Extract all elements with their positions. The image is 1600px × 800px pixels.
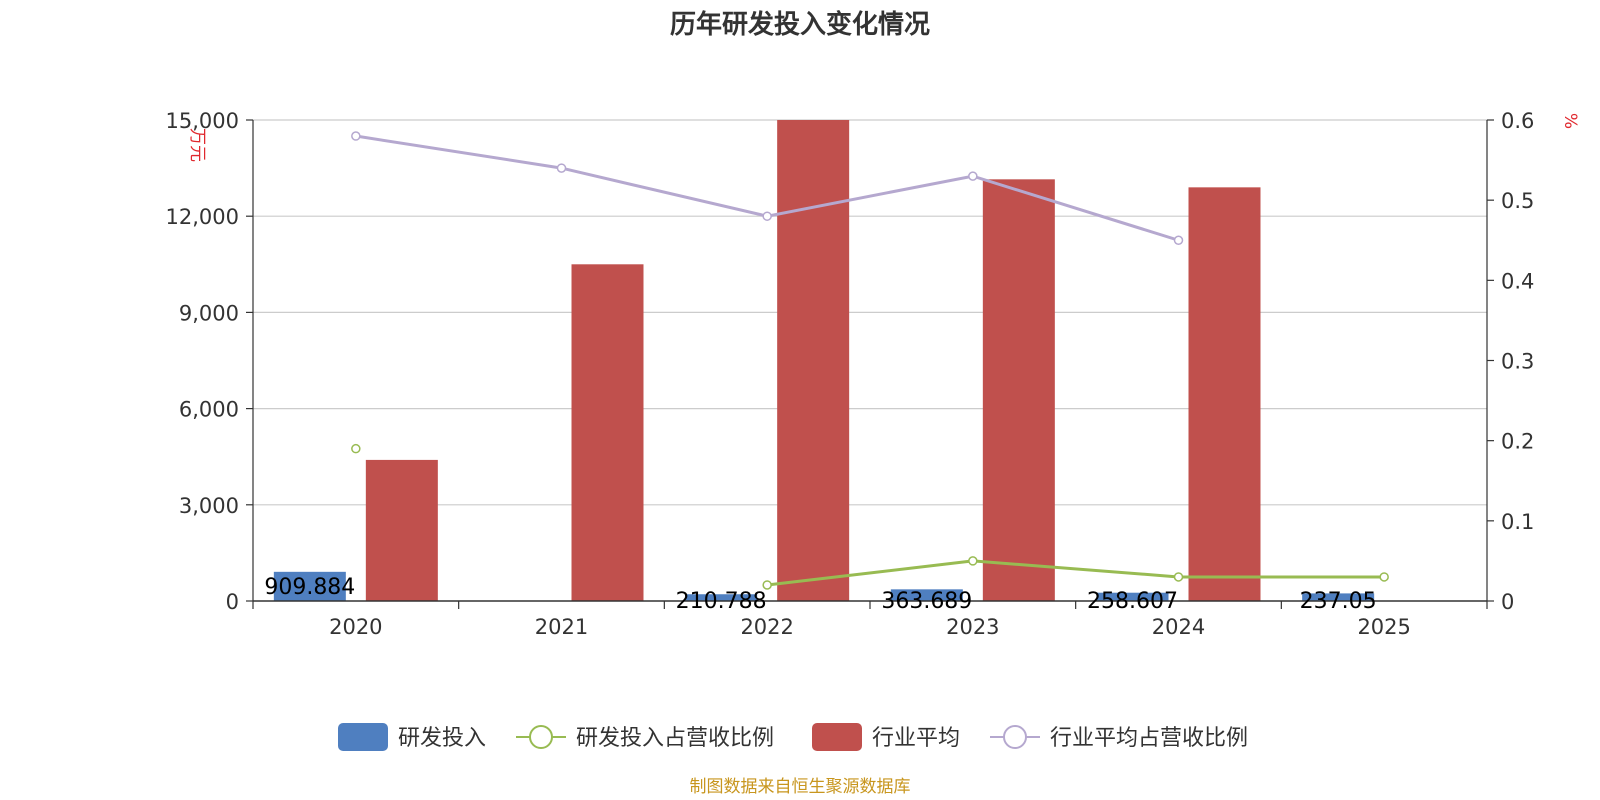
- series-point-3-2021: [556, 163, 567, 173]
- right-tick-label: 0.5: [1501, 189, 1534, 213]
- left-tick-label: 15,000: [166, 109, 239, 133]
- x-tick-label: 2022: [740, 615, 793, 639]
- legend-swatch-marker-1: [529, 725, 553, 749]
- legend-label-1: 研发投入占营收比例: [576, 726, 774, 751]
- left-tick-label: 0: [226, 590, 239, 614]
- legend: 研发投入 研发投入占营收比例 行业平均 行业平均占营收比例: [338, 723, 1248, 751]
- bar-bar-0-2020: [273, 571, 346, 601]
- right-tick-label: 0: [1501, 590, 1514, 614]
- right-tick-label: 0.3: [1501, 350, 1534, 374]
- left-tick-label: 3,000: [179, 494, 239, 518]
- series-point-3-2022: [762, 211, 772, 221]
- bar-bar-2-2022: [777, 120, 850, 601]
- series-point-1-2023: [968, 556, 978, 566]
- bar-bar-0-2025: [1302, 593, 1375, 601]
- series-point-1-2022: [762, 580, 772, 590]
- bar-bar-0-2024: [1096, 592, 1169, 601]
- chart-title: 历年研发投入变化情况: [670, 9, 930, 40]
- bar-bar-0-2022: [685, 594, 758, 601]
- right-tick-label: 0.2: [1501, 430, 1534, 454]
- bar-bar-0-2023: [890, 589, 963, 601]
- data-label-2023: 363.689: [881, 589, 972, 614]
- series-point-3-2024: [1173, 235, 1184, 245]
- series-point-3-2023: [968, 171, 978, 181]
- right-axis-ticks: 0 0.1 0.2 0.3 0.4 0.5 0.6: [1486, 109, 1534, 614]
- series-line-1: [766, 559, 1385, 587]
- legend-swatch-marker-3: [1003, 725, 1027, 749]
- right-tick-label: 0.4: [1501, 269, 1534, 293]
- left-axis-ticks: 0 3,000 6,000 9,000 12,000 15,000: [166, 109, 254, 614]
- x-tick-label: 2024: [1152, 615, 1205, 639]
- data-source: 制图数据来自恒生聚源数据库: [690, 777, 911, 797]
- bar-bar-2-2021: [571, 264, 644, 601]
- bar-bar-2-2020: [365, 459, 438, 601]
- bars: [273, 120, 1375, 601]
- right-axis-unit: %: [1560, 113, 1580, 129]
- right-tick-label: 0.1: [1501, 510, 1534, 534]
- x-tick-label: 2023: [946, 615, 999, 639]
- left-tick-label: 12,000: [166, 205, 239, 229]
- bar-bar-2-2023: [982, 179, 1055, 601]
- x-tick-label: 2020: [329, 615, 382, 639]
- series-point-1-2020: [351, 443, 361, 454]
- left-axis-unit: 万元: [187, 128, 207, 162]
- x-tick-label: 2025: [1357, 615, 1410, 639]
- left-tick-label: 9,000: [179, 301, 239, 325]
- data-label-2022: 210.788: [676, 589, 767, 614]
- grid-lines: [253, 119, 1487, 506]
- legend-label-3: 行业平均占营收比例: [1050, 726, 1248, 751]
- bar-bar-2-2024: [1188, 187, 1261, 601]
- series-point-1-2025: [1379, 572, 1389, 582]
- data-label-2025: 237.05: [1300, 589, 1377, 614]
- x-tick-label: 2021: [535, 615, 588, 639]
- series-point-1-2024: [1173, 572, 1184, 582]
- legend-swatch-0: [338, 723, 388, 751]
- right-tick-label: 0.6: [1501, 109, 1534, 133]
- legend-swatch-2: [812, 723, 862, 751]
- legend-label-2: 行业平均: [872, 726, 960, 751]
- series-point-3-2020: [351, 131, 361, 141]
- series-line-3: [355, 134, 1179, 242]
- data-label-2020: 909.884: [264, 575, 355, 600]
- data-label-2024: 258.607: [1087, 589, 1178, 614]
- left-tick-label: 6,000: [179, 398, 239, 422]
- x-axis: 2020 2021 2022 2023 2024 2025: [252, 600, 1488, 639]
- series-lines: [351, 131, 1389, 590]
- data-labels: 909.884 210.788 363.689 258.607 237.05: [264, 575, 1376, 614]
- legend-label-0: 研发投入: [398, 726, 486, 751]
